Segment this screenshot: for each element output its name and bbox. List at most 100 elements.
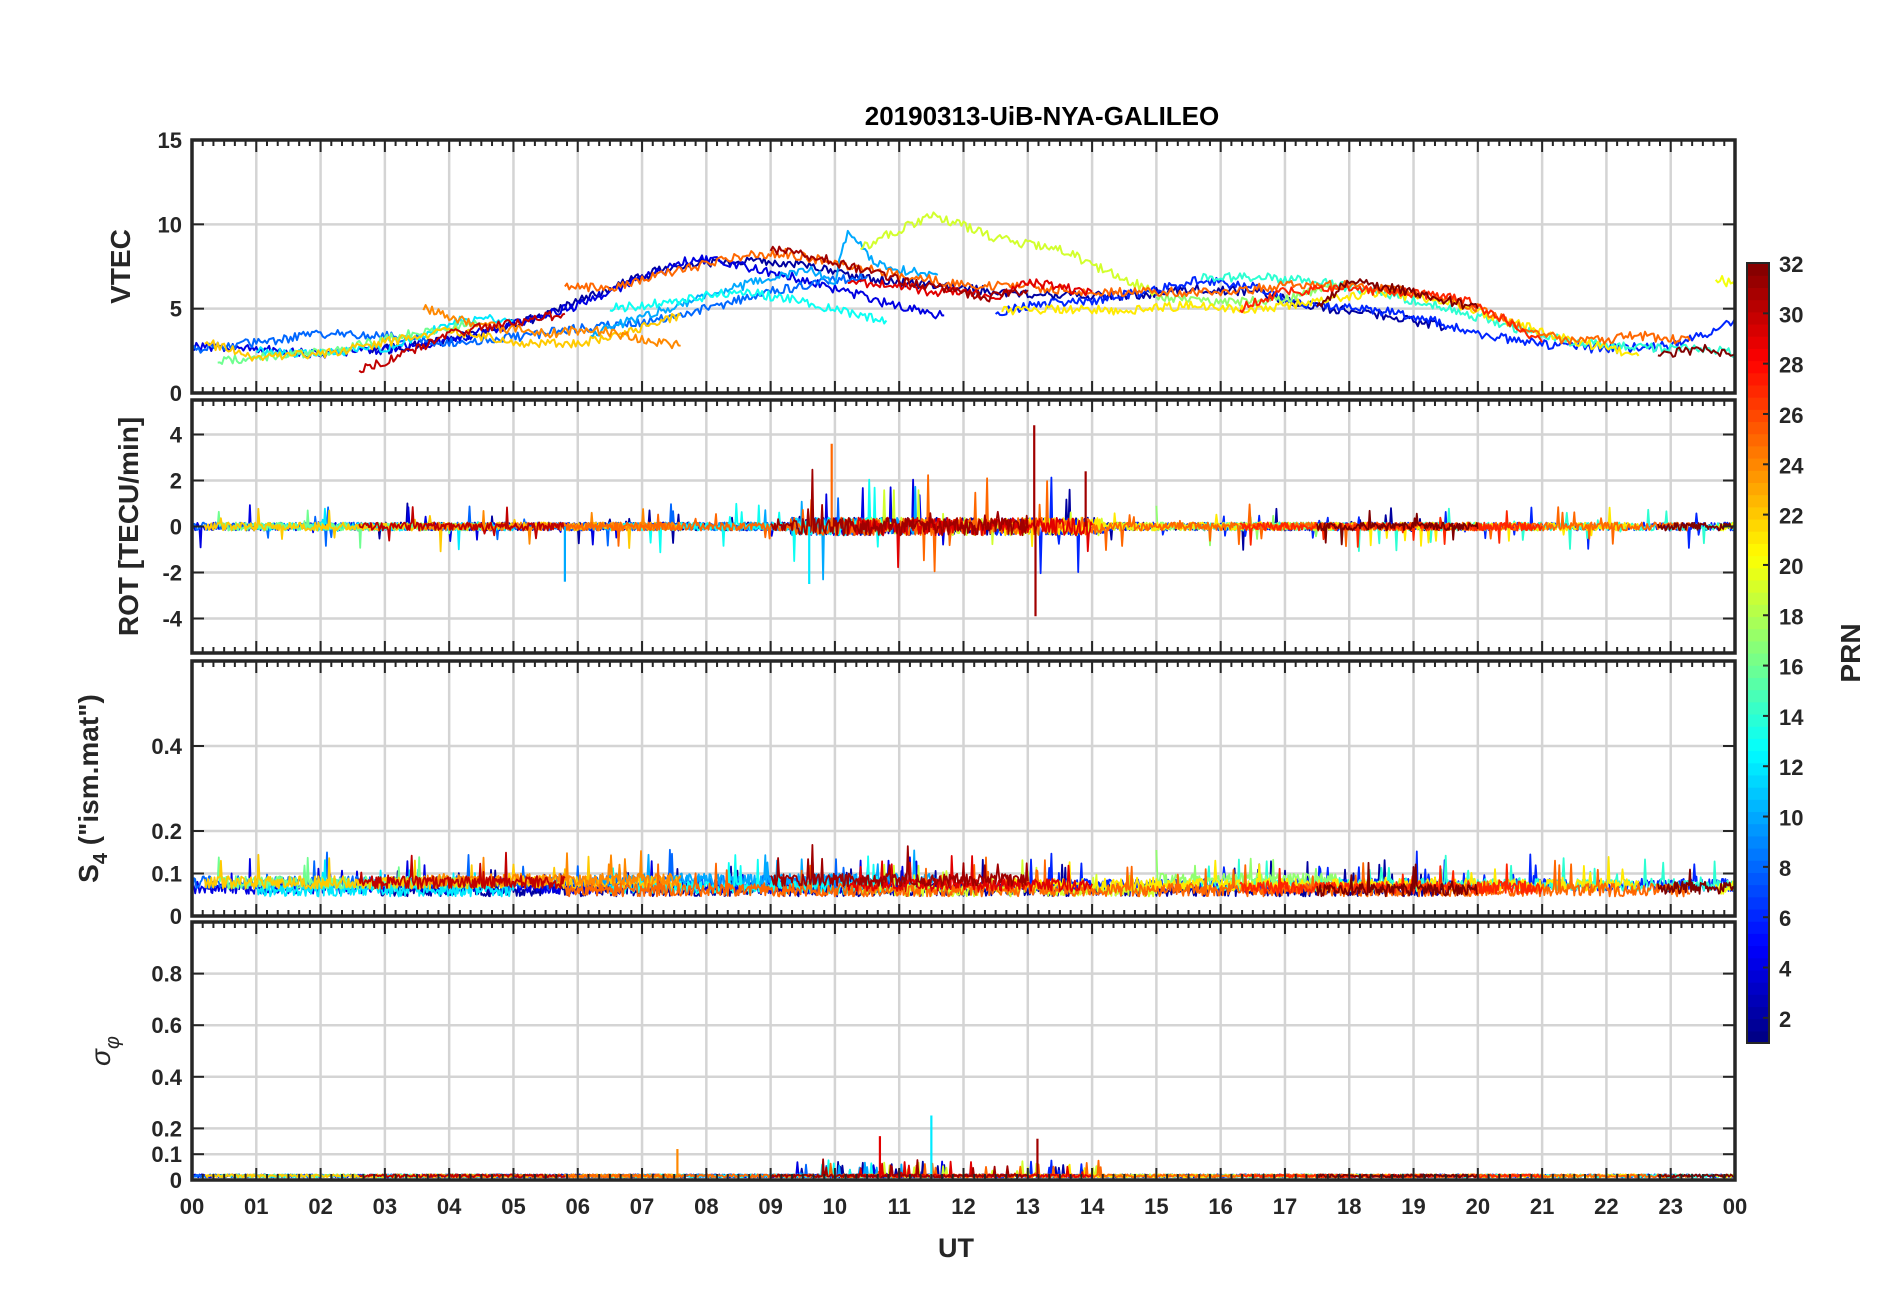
panel-vtec: 0 5 10 15 VTEC: [105, 128, 1737, 406]
colorbar-segment: [1747, 445, 1769, 459]
sigphi-line-prn-32: [1316, 1173, 1478, 1179]
colorbar-segment: [1747, 604, 1769, 618]
colorbar-segment: [1747, 921, 1769, 934]
colorbar-segment: [1747, 628, 1769, 642]
x-tick-label: 20: [1466, 1194, 1490, 1219]
colorbar-segment: [1747, 616, 1769, 630]
y-tick-label-sigphi: 0.4: [151, 1065, 182, 1090]
colorbar-tick-label: 16: [1779, 655, 1803, 680]
colorbar-segment: [1747, 860, 1769, 873]
rot-line-prn-33: [1657, 522, 1735, 532]
colorbar-label: PRN: [1835, 623, 1866, 682]
colorbar-segment: [1747, 848, 1769, 861]
grid-sigphi: [192, 922, 1735, 1180]
colorbar-tick-label: 28: [1779, 353, 1803, 378]
colorbar-segment: [1747, 336, 1769, 349]
colorbar-segment: [1747, 458, 1769, 471]
y-tick-label-rot: -2: [162, 561, 182, 586]
vtec-line-prn-22: [204, 312, 682, 362]
y-tick-label-rot: 0: [170, 515, 182, 540]
vtec-line-prn-25: [564, 247, 1691, 345]
y-tick-label-vtec: 10: [158, 212, 182, 237]
colorbar-segment: [1747, 872, 1769, 886]
colorbar-segment: [1747, 1018, 1769, 1032]
colorbar-tick-label: 24: [1779, 453, 1804, 478]
x-tick-label: 18: [1337, 1194, 1361, 1219]
colorbar-segment: [1747, 555, 1769, 569]
colorbar-segment: [1747, 433, 1769, 447]
vtec-line-prn-33: [1657, 343, 1735, 358]
colorbar-segment: [1747, 665, 1769, 678]
y-axis-label-s4: S4 ("ism.mat"): [73, 694, 112, 883]
colorbar-tick-label: 6: [1779, 906, 1791, 931]
colorbar-segment: [1747, 677, 1769, 691]
x-tick-label: 09: [758, 1194, 782, 1219]
colorbar-segment: [1747, 908, 1769, 922]
vtec-line-prn-8: [192, 272, 868, 354]
x-tick-label: 06: [566, 1194, 590, 1219]
colorbar-segment: [1747, 311, 1769, 325]
y-tick-label-rot: -4: [162, 607, 182, 632]
vtec-line-prn-24: [422, 304, 681, 350]
y-tick-label-vtec: 15: [158, 128, 182, 153]
y-label-main: S: [73, 864, 104, 883]
y-tick-label-sigphi: 0.1: [151, 1142, 182, 1167]
colorbar-segment: [1747, 1030, 1769, 1044]
colorbar-tick-label: 2: [1779, 1007, 1791, 1032]
panel-rot: -4 -2 0 2 4 ROT [TECU/min]: [113, 398, 1737, 655]
y-tick-label-rot: 4: [170, 423, 183, 448]
y-axis-label-rot: ROT [TECU/min]: [113, 417, 144, 636]
colorbar-segment: [1747, 884, 1769, 898]
y-label-main: σ: [85, 1048, 116, 1066]
colorbar-segment: [1747, 287, 1769, 301]
y-tick-label-sigphi: 0.6: [151, 1013, 182, 1038]
s4-line-prn-25: [564, 856, 1691, 898]
y-tick-label-rot: 2: [170, 469, 182, 494]
colorbar-segment: [1747, 592, 1769, 605]
colorbar-segment: [1747, 726, 1769, 739]
rot-line-prn-30: [358, 506, 566, 542]
colorbar-segment: [1747, 531, 1769, 544]
x-tick-label: 15: [1144, 1194, 1168, 1219]
colorbar-segment: [1747, 1006, 1769, 1020]
x-tick-label: 00: [180, 1194, 204, 1219]
colorbar-segment: [1747, 348, 1769, 362]
vtec-line-prn-29: [847, 278, 1093, 301]
s4-line-prn-30: [358, 851, 566, 890]
colorbar-segment: [1747, 518, 1769, 532]
x-tick-label: 00: [1723, 1194, 1747, 1219]
x-tick-label: 05: [501, 1194, 525, 1219]
vtec-line-prn-14: [1200, 272, 1735, 358]
ticks-s4: [191, 661, 1736, 917]
colorbar-segment: [1747, 567, 1769, 581]
s4-line-prn-32: [1316, 861, 1479, 898]
sigphi-line-prn-30: [358, 1173, 566, 1179]
x-tick-label: 07: [630, 1194, 654, 1219]
x-tick-label: 16: [1208, 1194, 1232, 1219]
colorbar-segment: [1747, 299, 1769, 313]
colorbar-segment: [1747, 762, 1769, 776]
series-s4: [192, 844, 1735, 898]
vtec-line-prn-32: [1316, 278, 1479, 310]
vtec-line-prn-31: [769, 245, 1029, 303]
colorbar-segment: [1747, 640, 1769, 654]
x-tick-label: 13: [1016, 1194, 1040, 1219]
y-tick-label-s4: 0.2: [151, 819, 182, 844]
x-tick-label: 08: [694, 1194, 718, 1219]
colorbar-segment: [1747, 409, 1769, 423]
chart-title: 20190313-UiB-NYA-GALILEO: [865, 101, 1220, 131]
y-tick-label-sigphi: 0.2: [151, 1116, 182, 1141]
colorbar-segment: [1747, 823, 1769, 837]
ticks-sigphi: [191, 922, 1736, 1181]
colorbar-segment: [1747, 994, 1769, 1008]
y-tick-label-vtec: 5: [170, 297, 182, 322]
colorbar-segment: [1747, 494, 1769, 508]
y-tick-label-sigphi: 0: [170, 1168, 182, 1193]
ticks-rot: [191, 400, 1736, 653]
s4-line-prn-31: [770, 844, 1029, 888]
colorbar-segment: [1747, 982, 1769, 995]
colorbar-segment: [1747, 275, 1769, 288]
panel-s4: 0 0.1 0.2 0.4 S4 ("ism.mat"): [73, 659, 1737, 929]
vtec-line-prn-10: [590, 229, 939, 338]
